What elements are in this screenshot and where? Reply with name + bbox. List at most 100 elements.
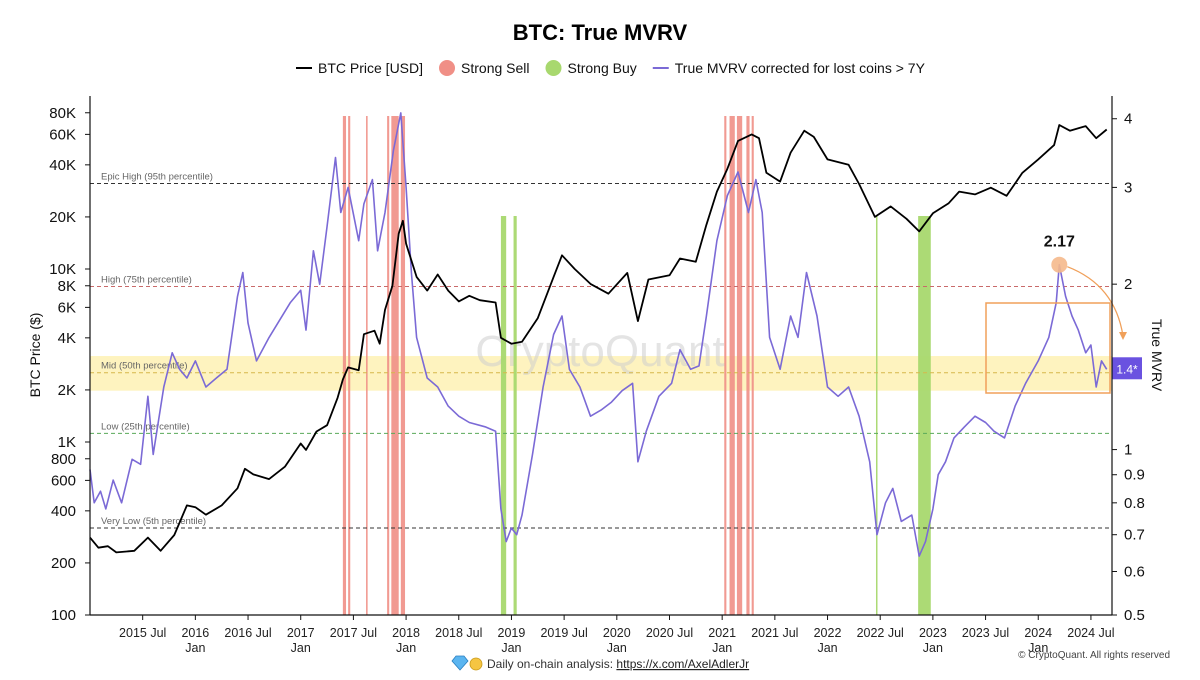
sell-period-6 [724, 116, 727, 615]
peak-arrow [1067, 266, 1124, 337]
footer-link[interactable]: https://x.com/AxelAdlerJr [616, 657, 749, 671]
x-tick-7: 2019 [498, 626, 526, 640]
legend-swatch-1 [439, 60, 456, 76]
y-left-tick-14: 100 [51, 607, 76, 624]
footer: Daily on-chain analysis: https://x.com/A… [451, 650, 1170, 671]
y-left-tick-7: 4K [58, 330, 76, 347]
y-right-tick-4: 0.9 [1124, 467, 1145, 484]
y-right-tick-5: 0.8 [1124, 495, 1145, 512]
x-tick-sub-17: Jan [1028, 641, 1048, 655]
signal-periods [342, 116, 931, 615]
y-right-tick-8: 0.5 [1124, 607, 1145, 624]
series-btc-price [89, 124, 1108, 554]
legend-swatch-2 [545, 60, 562, 76]
y-right-tick-6: 0.7 [1124, 527, 1145, 544]
x-tick-sub-3: Jan [291, 641, 311, 655]
sell-period-4 [391, 116, 399, 615]
peak-marker [1051, 256, 1068, 273]
legend-label-3: True MVRV corrected for lost coins > 7Y [675, 60, 926, 76]
x-tick-6: 2018 Jul [435, 626, 482, 640]
buy-period-1 [513, 216, 517, 615]
y-left-tick-10: 800 [51, 451, 76, 468]
highlight-box [985, 302, 1111, 394]
y-left-tick-12: 400 [51, 503, 76, 520]
x-tick-2: 2016 Jul [224, 626, 271, 640]
x-tick-0: 2015 Jul [119, 626, 166, 640]
y-left-tick-8: 2K [58, 382, 76, 399]
sell-period-0 [342, 116, 347, 615]
raised-hands-icon [469, 657, 483, 671]
sell-period-8 [736, 116, 743, 615]
y-axis-left-label: BTC Price ($) [27, 313, 43, 398]
sell-period-5 [400, 116, 406, 615]
gem-icon [451, 655, 469, 671]
mid-band [90, 356, 1112, 391]
y-right-tick-1: 3 [1124, 179, 1132, 196]
legend-label-2: Strong Buy [568, 60, 637, 76]
series-layer [89, 112, 1108, 557]
x-tick-13: 2022 [814, 626, 842, 640]
x-tick-8: 2019 Jul [540, 626, 587, 640]
watermark: CryptoQuant [475, 327, 724, 376]
buy-period-3 [918, 216, 931, 615]
y-left-tick-4: 10K [49, 261, 76, 278]
series-true-mvrv [89, 112, 1108, 557]
x-tick-16: 2023 Jul [962, 626, 1009, 640]
sell-period-9 [746, 116, 750, 615]
level-label-2: Mid (50th percentile) [101, 361, 188, 372]
y-right-tick-0: 4 [1124, 111, 1132, 128]
y-left-tick-3: 20K [49, 209, 76, 226]
level-label-1: High (75th percentile) [101, 275, 192, 286]
x-tick-18: 2024 Jul [1067, 626, 1114, 640]
x-tick-sub-15: Jan [923, 641, 943, 655]
y-right-tick-2: 2 [1124, 276, 1132, 293]
y-right-tick-7: 0.6 [1124, 563, 1145, 580]
mid-band-layer [90, 356, 1112, 391]
x-tick-9: 2020 [603, 626, 631, 640]
level-label-0: Epic High (95th percentile) [101, 171, 213, 182]
x-tick-5: 2018 [392, 626, 420, 640]
y-axis-right-label: True MVRV [1149, 319, 1165, 392]
x-tick-sub-1: Jan [185, 641, 205, 655]
x-tick-sub-7: Jan [501, 641, 521, 655]
sell-period-1 [348, 116, 351, 615]
current-value-badge [1112, 357, 1142, 380]
x-tick-sub-13: Jan [817, 641, 837, 655]
y-left-tick-0: 80K [49, 105, 76, 122]
y-left-tick-5: 8K [58, 278, 76, 295]
x-tick-15: 2023 [919, 626, 947, 640]
peak-arrow-head [1119, 332, 1127, 340]
x-tick-14: 2022 Jul [857, 626, 904, 640]
x-tick-17: 2024 [1024, 626, 1052, 640]
y-left-tick-13: 200 [51, 555, 76, 572]
percentile-levels: Epic High (95th percentile) High (75th pe… [90, 171, 1112, 529]
footer-text: Daily on-chain analysis: https://x.com/A… [487, 657, 749, 671]
peak-label: 2.17 [1044, 234, 1075, 251]
legend: BTC Price [USD] Strong Sell Strong Buy True… [296, 60, 926, 76]
sell-period-3 [387, 116, 390, 615]
x-tick-11: 2021 [708, 626, 736, 640]
chart-title: BTC: True MVRV [513, 20, 688, 45]
buy-period-2 [875, 216, 878, 615]
y-left-tick-1: 60K [49, 126, 76, 143]
legend-label-1: Strong Sell [461, 60, 529, 76]
x-tick-10: 2020 Jul [646, 626, 693, 640]
sell-period-7 [729, 116, 735, 615]
x-tick-1: 2016 [181, 626, 209, 640]
x-tick-4: 2017 Jul [330, 626, 377, 640]
sell-period-10 [751, 116, 754, 615]
y-left-tick-6: 6K [58, 299, 76, 316]
x-tick-3: 2017 [287, 626, 315, 640]
sell-period-2 [366, 116, 368, 615]
buy-period-0 [500, 216, 507, 615]
y-left-tick-9: 1K [58, 434, 76, 451]
level-label-4: Very Low (5th percentile) [101, 516, 206, 527]
current-value-label: 1.4* [1116, 362, 1138, 376]
legend-label-0: BTC Price [USD] [318, 60, 423, 76]
y-left-tick-2: 40K [49, 157, 76, 174]
annotation-layer: 2.17 1.4* [985, 234, 1142, 394]
x-tick-sub-5: Jan [396, 641, 416, 655]
x-tick-sub-9: Jan [607, 641, 627, 655]
